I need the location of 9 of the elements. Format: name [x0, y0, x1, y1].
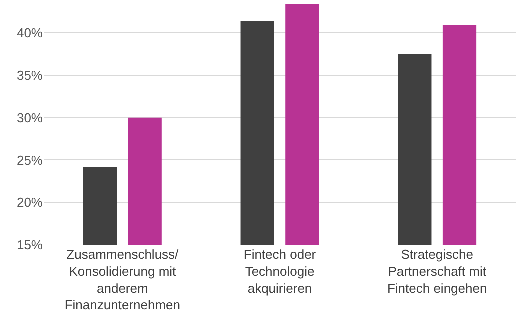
y-tick-label: 20%: [16, 195, 44, 210]
x-tick-label: Strategische Partnerschaft mit Fintech eingehen: [387, 247, 488, 296]
y-tick-label: 40%: [16, 26, 44, 41]
y-tick-label: 15%: [16, 238, 44, 253]
x-tick-label: Zusammenschluss/ Konsolidierung mit anderem Finanzunternehmen: [64, 247, 180, 313]
y-tick-label: 30%: [16, 110, 44, 126]
x-tick-label: Fintech oder Technologie akquirieren: [244, 247, 317, 296]
y-tick-label: 35%: [16, 68, 44, 83]
y-tick-label: 25%: [16, 152, 44, 168]
